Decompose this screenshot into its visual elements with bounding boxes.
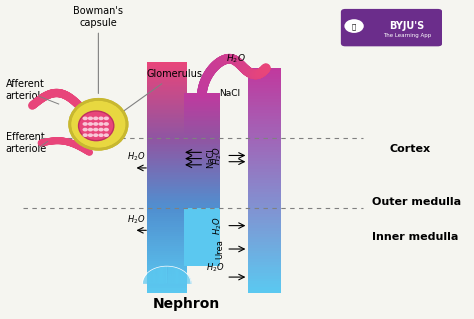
Text: Afferent
arteriole: Afferent arteriole [6,79,47,101]
Text: Cortex: Cortex [389,144,430,154]
FancyBboxPatch shape [341,9,442,46]
Text: Bowman's
capsule: Bowman's capsule [73,6,123,93]
Text: $H_2O$: $H_2O$ [226,53,246,65]
Circle shape [93,128,99,131]
Text: NaCl: NaCl [206,149,215,168]
Text: $H_2O$: $H_2O$ [127,213,145,226]
Ellipse shape [79,111,114,141]
Circle shape [104,122,109,126]
Text: Urea: Urea [215,239,224,259]
Text: Nephron: Nephron [153,297,220,311]
Text: NaCl: NaCl [219,89,241,98]
Circle shape [104,128,109,131]
Circle shape [104,133,109,137]
Ellipse shape [70,99,127,149]
Text: BYJU'S: BYJU'S [389,21,425,31]
Circle shape [88,128,93,131]
Circle shape [99,128,104,131]
Text: The Learning App: The Learning App [383,33,431,38]
Text: Efferent
arteriole: Efferent arteriole [6,132,47,154]
Circle shape [88,133,93,137]
Circle shape [99,116,104,120]
Circle shape [82,133,88,137]
Circle shape [88,122,93,126]
Text: Glomerulus: Glomerulus [116,70,203,116]
Circle shape [99,122,104,126]
Text: $H_2O$: $H_2O$ [211,146,224,165]
Circle shape [88,116,93,120]
Text: Inner medulla: Inner medulla [372,232,458,241]
Circle shape [82,116,88,120]
Text: 📱: 📱 [352,23,356,30]
Text: Outer medulla: Outer medulla [372,197,461,207]
Circle shape [82,122,88,126]
Text: $H_2O$: $H_2O$ [127,151,145,163]
Circle shape [93,122,99,126]
Circle shape [82,128,88,131]
Circle shape [93,116,99,120]
Text: $H_2O$: $H_2O$ [206,262,224,274]
Ellipse shape [79,106,118,142]
Circle shape [345,19,364,33]
Circle shape [93,133,99,137]
Circle shape [99,133,104,137]
Circle shape [104,116,109,120]
Text: $H_2O$: $H_2O$ [211,216,224,235]
